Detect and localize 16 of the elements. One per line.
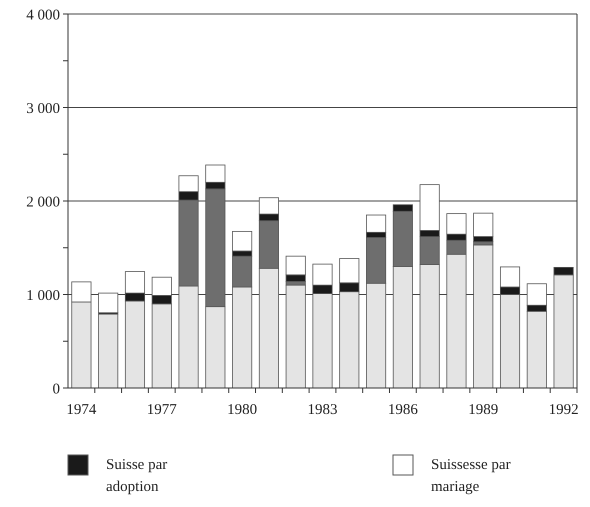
x-tick-label: 1974 [66,402,97,418]
x-tick-label: 1989 [468,402,498,418]
y-tick-label: 2 000 [26,194,60,210]
y-tick-label: 4 000 [26,7,60,24]
x-tick-label: 1986 [388,402,418,418]
y-tick-label: 3 000 [26,100,60,117]
legend-label: Suissesse par mariage [431,457,511,495]
legend-label: Suisse par adoption [106,457,168,495]
x-tick-label: 1983 [308,402,338,418]
bar [286,284,306,388]
x-tick-label: 1977 [146,402,178,418]
y-tick-label: 0 [52,381,60,398]
bar [473,244,494,388]
x-tick-label: 1992 [548,402,579,418]
y-tick-label: 1 000 [26,288,60,304]
x-tick-label: 1980 [227,402,258,418]
